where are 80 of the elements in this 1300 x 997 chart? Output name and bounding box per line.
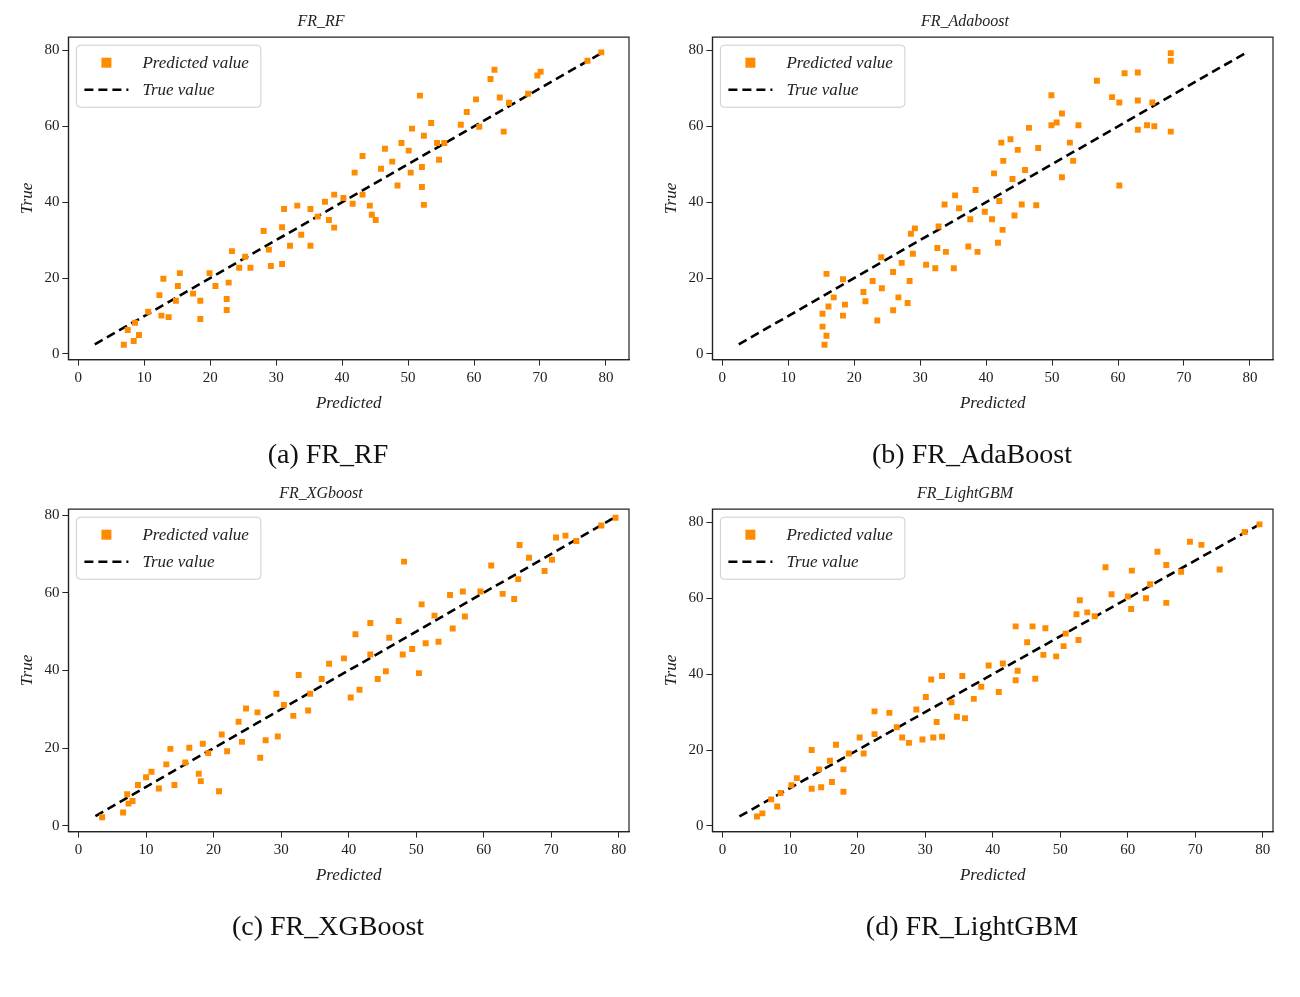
x-tick-label: 70 — [532, 368, 548, 385]
legend-label: Predicted value — [785, 53, 894, 73]
y-tick-label: 0 — [51, 344, 60, 361]
y-tick-label: 80 — [688, 513, 704, 530]
chart-title: FR_LightGBM — [916, 483, 1015, 502]
x-tick-label: 20 — [846, 368, 862, 385]
text: (b) FR_AdaBoost — [872, 438, 1072, 470]
x-tick-label: 50 — [408, 840, 424, 857]
x-tick-label: 50 — [1052, 840, 1068, 857]
x-axis-title: Predicted — [958, 393, 1026, 413]
y-tick-label: 80 — [688, 41, 704, 58]
legend-label: Predicted value — [141, 53, 250, 73]
legend-label: True value — [142, 552, 216, 572]
x-tick-label: 10 — [138, 840, 154, 857]
x-axis-title: Predicted — [314, 865, 382, 885]
x-tick-label: 60 — [1120, 840, 1136, 857]
y-tick-label: 20 — [44, 739, 60, 756]
x-tick-label: 80 — [1242, 368, 1258, 385]
x-tick-label: 70 — [1176, 368, 1192, 385]
x-axis-title: Predicted — [314, 393, 382, 413]
legend-label: True value — [786, 552, 860, 572]
y-axis-title: True — [660, 654, 680, 686]
x-tick-label: 20 — [850, 840, 866, 857]
x-tick-label: 80 — [611, 840, 627, 857]
chart-title: FR_Adaboost — [920, 11, 1010, 29]
chart-title: FR_XGboost — [278, 483, 364, 501]
y-tick-label: 0 — [51, 816, 60, 833]
y-axis-title: True — [16, 654, 36, 686]
x-tick-label: 40 — [978, 368, 994, 385]
x-tick-label: 60 — [1110, 368, 1126, 385]
y-tick-label: 40 — [688, 193, 704, 210]
y-tick-label: 0 — [695, 344, 704, 361]
y-tick-label: 40 — [688, 665, 704, 682]
y-tick-label: 60 — [44, 117, 60, 134]
y-tick-label: 80 — [44, 505, 60, 522]
x-tick-label: 20 — [206, 840, 222, 857]
x-tick-label: 50 — [400, 368, 416, 385]
y-tick-label: 60 — [44, 583, 60, 600]
y-tick-label: 20 — [688, 740, 704, 757]
y-tick-label: 20 — [688, 268, 704, 285]
legend-label: Predicted value — [785, 525, 894, 545]
x-tick-label: 30 — [912, 368, 928, 385]
y-axis-title: True — [16, 182, 36, 214]
x-tick-label: 40 — [341, 840, 357, 857]
text: (d) FR_LightGBM — [865, 910, 1079, 942]
x-tick-label: 60 — [476, 840, 492, 857]
x-tick-label: 20 — [202, 368, 218, 385]
y-tick-label: 40 — [44, 193, 60, 210]
x-tick-label: 30 — [273, 840, 289, 857]
x-tick-label: 80 — [598, 368, 614, 385]
x-tick-label: 10 — [782, 840, 798, 857]
x-axis-title: Predicted — [958, 865, 1026, 885]
x-tick-label: 0 — [718, 840, 727, 857]
x-tick-label: 40 — [985, 840, 1001, 857]
x-tick-label: 70 — [543, 840, 559, 857]
x-tick-label: 10 — [136, 368, 152, 385]
x-tick-label: 0 — [718, 368, 727, 385]
legend-label: Predicted value — [141, 525, 250, 545]
x-tick-label: 60 — [466, 368, 482, 385]
x-tick-label: 70 — [1187, 840, 1203, 857]
x-tick-label: 10 — [780, 368, 796, 385]
x-tick-label: 40 — [334, 368, 350, 385]
chart-title: FR_RF — [296, 11, 345, 29]
text: (a) FR_RF — [267, 438, 389, 470]
text: (c) FR_XGBoost — [231, 910, 425, 942]
y-tick-label: 0 — [695, 816, 704, 833]
y-axis-title: True — [660, 182, 680, 214]
x-tick-label: 0 — [74, 368, 83, 385]
legend-label: True value — [786, 80, 860, 100]
x-tick-label: 80 — [1255, 840, 1271, 857]
x-tick-label: 0 — [74, 840, 83, 857]
y-tick-label: 60 — [688, 117, 704, 134]
y-tick-label: 20 — [44, 268, 60, 285]
legend-label: True value — [142, 80, 216, 100]
x-tick-label: 50 — [1044, 368, 1060, 385]
x-tick-label: 30 — [268, 368, 284, 385]
y-tick-label: 60 — [688, 589, 704, 606]
y-tick-label: 80 — [44, 41, 60, 58]
x-tick-label: 30 — [917, 840, 933, 857]
y-tick-label: 40 — [44, 661, 60, 678]
